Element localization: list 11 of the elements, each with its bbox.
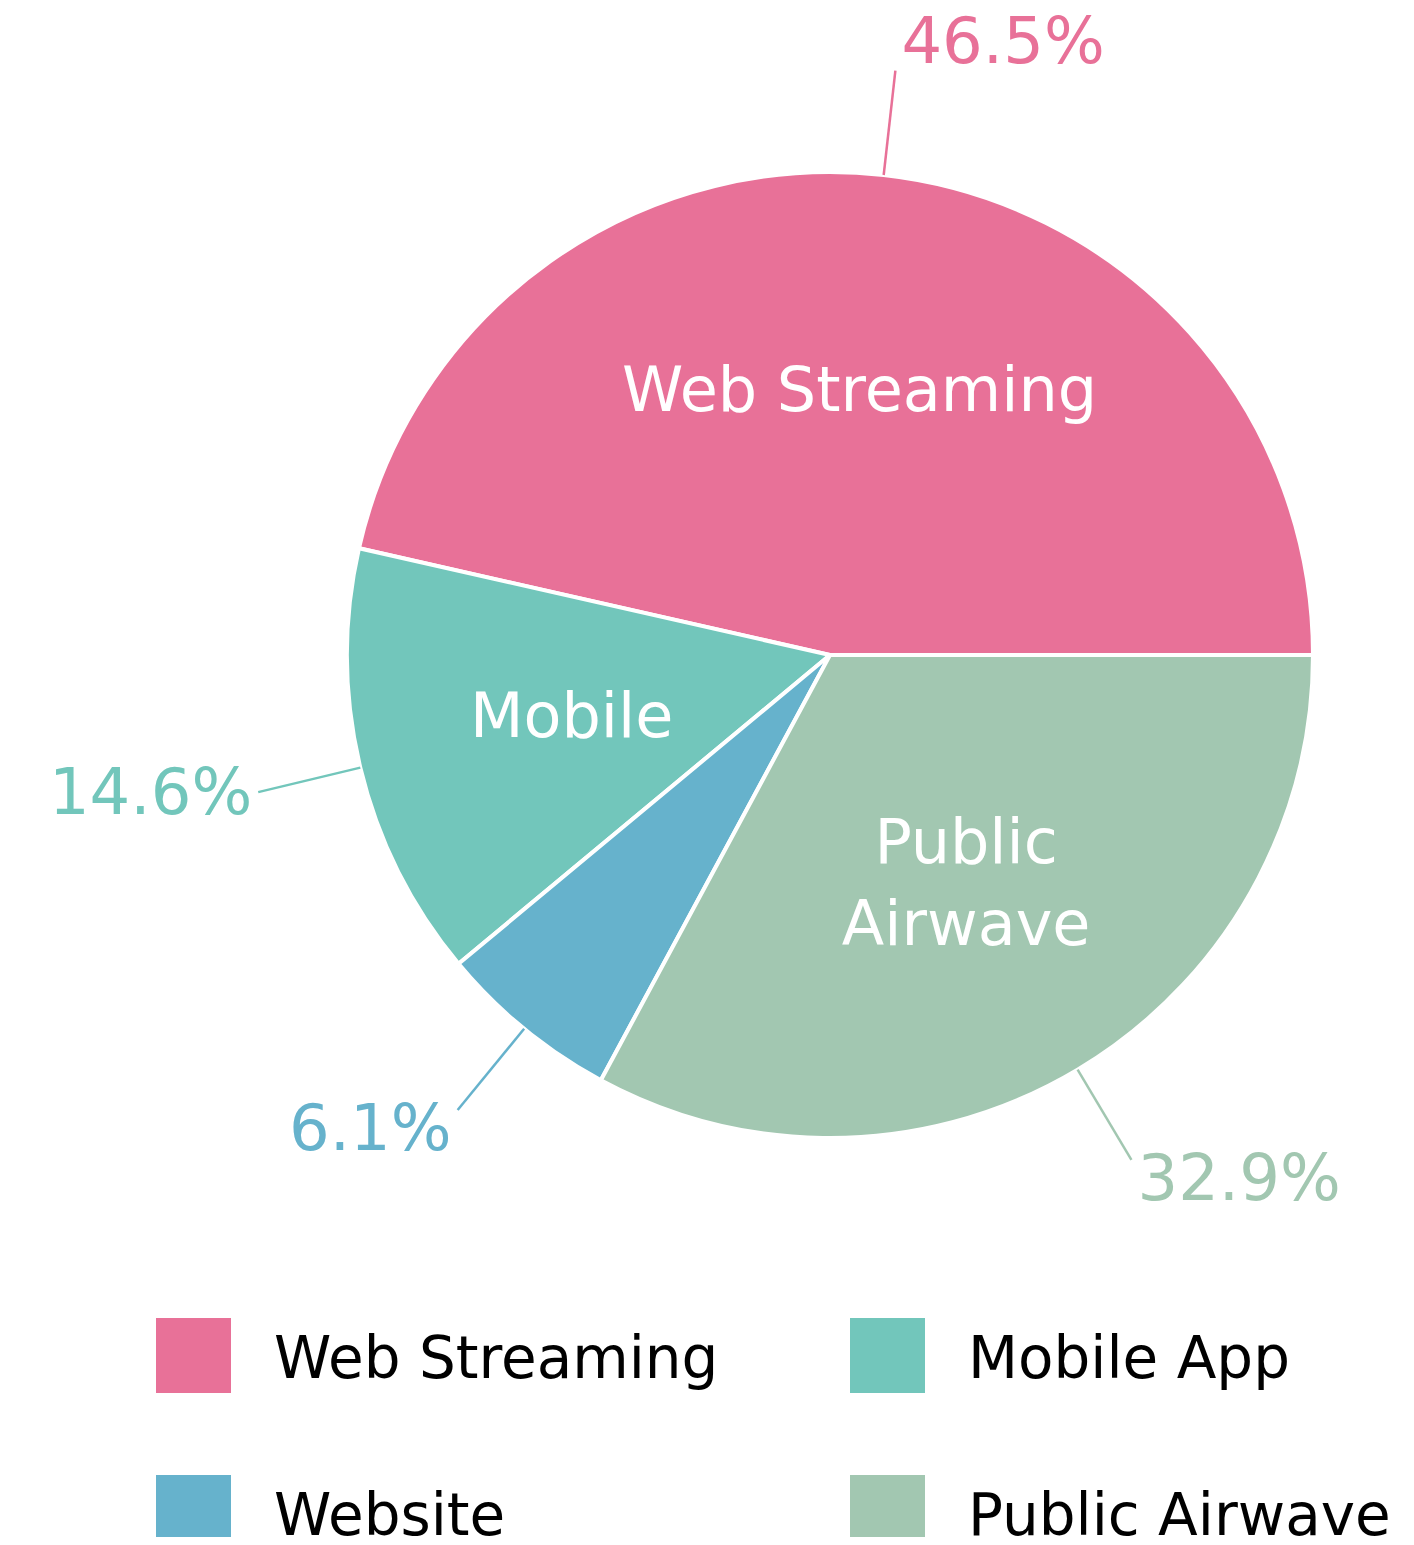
legend-label: Website — [274, 1481, 506, 1545]
data-label: 46.5% — [901, 3, 1105, 78]
text: Mobile — [469, 678, 674, 752]
data-label: 14.6% — [48, 755, 253, 830]
slice-label: Web Streaming — [621, 353, 1098, 426]
slice-label: Public Airwave — [841, 805, 1091, 961]
legend-label: Mobile App — [968, 1324, 1291, 1392]
data-label: 32.9% — [1137, 1140, 1341, 1215]
legend-label: Public Airwave — [968, 1481, 1391, 1545]
legend-label: Web Streaming — [274, 1324, 719, 1392]
data-label: 6.1% — [289, 1091, 452, 1166]
